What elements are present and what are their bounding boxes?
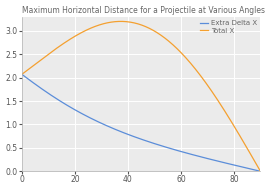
Total X	[259, 170, 262, 172]
Line: Total X: Total X	[22, 21, 260, 171]
Total X	[134, 22, 137, 24]
Total X	[216, 99, 219, 101]
Total X	[119, 20, 122, 23]
Extra Delta X	[253, 169, 256, 171]
Extra Delta X	[162, 145, 165, 148]
Total X	[163, 36, 166, 39]
Total X	[135, 22, 139, 25]
Extra Delta X	[259, 170, 262, 172]
Line: Extra Delta X: Extra Delta X	[22, 74, 260, 171]
Total X	[20, 73, 23, 75]
Extra Delta X	[216, 160, 219, 162]
Extra Delta X	[135, 136, 138, 139]
Text: Maximum Horizontal Distance for a Projectile at Various Angles plus Effect of La: Maximum Horizontal Distance for a Projec…	[22, 6, 266, 15]
Total X	[150, 28, 153, 31]
Extra Delta X	[149, 141, 152, 144]
Extra Delta X	[134, 136, 137, 138]
Legend: Extra Delta X, Total X: Extra Delta X, Total X	[200, 20, 257, 34]
Total X	[253, 161, 257, 163]
Extra Delta X	[20, 73, 23, 75]
